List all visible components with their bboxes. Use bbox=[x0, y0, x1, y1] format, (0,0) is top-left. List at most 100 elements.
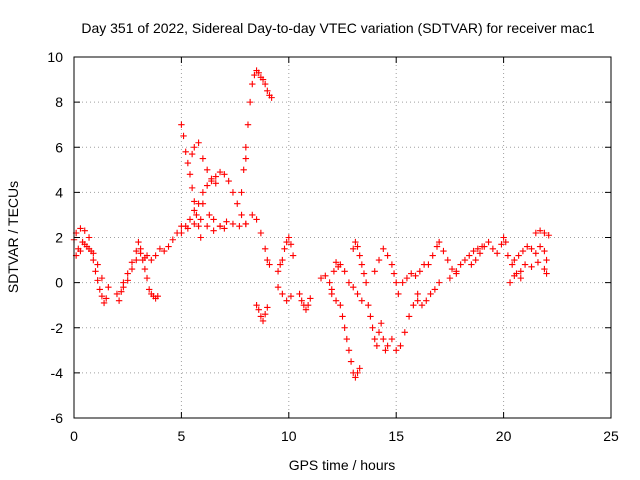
data-point bbox=[545, 232, 552, 239]
data-point bbox=[472, 256, 479, 264]
data-point bbox=[511, 272, 518, 280]
y-tick-label: -4 bbox=[51, 365, 64, 381]
data-point bbox=[393, 347, 400, 354]
data-point bbox=[423, 297, 430, 304]
data-point bbox=[446, 274, 454, 282]
data-point bbox=[98, 292, 106, 300]
data-point bbox=[468, 261, 475, 268]
data-point bbox=[433, 243, 441, 250]
data-point bbox=[128, 259, 136, 266]
data-point bbox=[229, 189, 237, 196]
data-point bbox=[412, 272, 419, 280]
data-point bbox=[279, 290, 286, 298]
data-point bbox=[330, 268, 338, 275]
data-point bbox=[178, 229, 185, 237]
data-point bbox=[367, 313, 374, 320]
data-point bbox=[225, 177, 232, 185]
data-point bbox=[474, 245, 482, 252]
data-point bbox=[279, 256, 286, 264]
x-tick-label: 25 bbox=[603, 428, 619, 444]
y-tick-label: 8 bbox=[55, 94, 63, 110]
data-point bbox=[287, 292, 295, 300]
data-point bbox=[326, 279, 333, 286]
data-point bbox=[388, 335, 396, 343]
data-point bbox=[500, 234, 507, 241]
data-point bbox=[261, 80, 269, 88]
data-point bbox=[184, 159, 192, 167]
data-point bbox=[261, 311, 269, 318]
y-tick-label: 6 bbox=[55, 139, 63, 155]
data-point bbox=[94, 277, 101, 284]
x-tick-label: 0 bbox=[70, 428, 78, 444]
data-point bbox=[519, 247, 527, 255]
data-point bbox=[453, 268, 460, 275]
data-point bbox=[148, 256, 155, 264]
data-point bbox=[382, 347, 389, 354]
data-point bbox=[203, 182, 211, 189]
data-point bbox=[103, 295, 110, 302]
data-point bbox=[345, 347, 353, 354]
data-point bbox=[343, 335, 350, 343]
data-point bbox=[405, 313, 413, 320]
data-point bbox=[266, 261, 273, 268]
data-point bbox=[541, 229, 548, 237]
data-point bbox=[255, 306, 262, 313]
data-point bbox=[384, 252, 391, 259]
data-point bbox=[244, 121, 252, 128]
data-point bbox=[416, 268, 424, 275]
data-point bbox=[191, 207, 198, 214]
data-point bbox=[541, 265, 548, 273]
y-tick-label: 4 bbox=[55, 184, 63, 200]
data-point bbox=[229, 220, 237, 228]
data-point bbox=[261, 245, 269, 252]
data-point bbox=[169, 236, 177, 243]
data-point bbox=[352, 238, 359, 246]
data-point bbox=[298, 297, 305, 304]
data-point bbox=[461, 256, 469, 264]
data-point bbox=[377, 320, 385, 327]
data-point bbox=[115, 297, 123, 304]
data-point bbox=[281, 245, 288, 252]
data-point bbox=[307, 295, 314, 302]
data-point bbox=[154, 292, 161, 300]
data-point bbox=[358, 261, 366, 268]
data-point bbox=[105, 283, 112, 291]
data-point bbox=[322, 272, 329, 280]
data-point bbox=[208, 177, 215, 185]
data-point bbox=[511, 256, 518, 264]
data-point bbox=[429, 252, 436, 259]
y-tick-label: -2 bbox=[51, 320, 64, 336]
data-point bbox=[470, 247, 477, 255]
data-point bbox=[365, 301, 372, 309]
data-point bbox=[498, 241, 505, 248]
data-point bbox=[341, 268, 348, 275]
data-point bbox=[414, 297, 421, 304]
data-point bbox=[375, 329, 383, 336]
data-point bbox=[283, 297, 290, 304]
y-tick-label: 10 bbox=[47, 49, 63, 65]
data-point bbox=[199, 200, 207, 207]
data-point bbox=[521, 261, 529, 268]
data-point bbox=[543, 270, 550, 277]
data-point bbox=[532, 250, 540, 257]
data-point bbox=[440, 247, 447, 255]
data-point bbox=[259, 76, 267, 83]
data-point bbox=[536, 227, 544, 234]
data-point bbox=[435, 279, 443, 286]
chart-title: Day 351 of 2022, Sidereal Day-to-day VTE… bbox=[81, 20, 594, 36]
data-point bbox=[242, 155, 250, 162]
data-point bbox=[257, 313, 265, 320]
data-point bbox=[354, 290, 361, 298]
data-point bbox=[425, 261, 432, 268]
data-point bbox=[124, 270, 131, 277]
data-point bbox=[141, 254, 149, 262]
data-point bbox=[408, 270, 415, 277]
data-point bbox=[257, 229, 265, 237]
y-tick-label: -6 bbox=[51, 410, 64, 426]
data-point bbox=[236, 223, 243, 230]
data-point bbox=[193, 211, 200, 219]
data-point bbox=[152, 252, 159, 259]
data-point bbox=[541, 247, 548, 255]
data-point bbox=[397, 342, 404, 349]
data-point bbox=[532, 229, 540, 237]
